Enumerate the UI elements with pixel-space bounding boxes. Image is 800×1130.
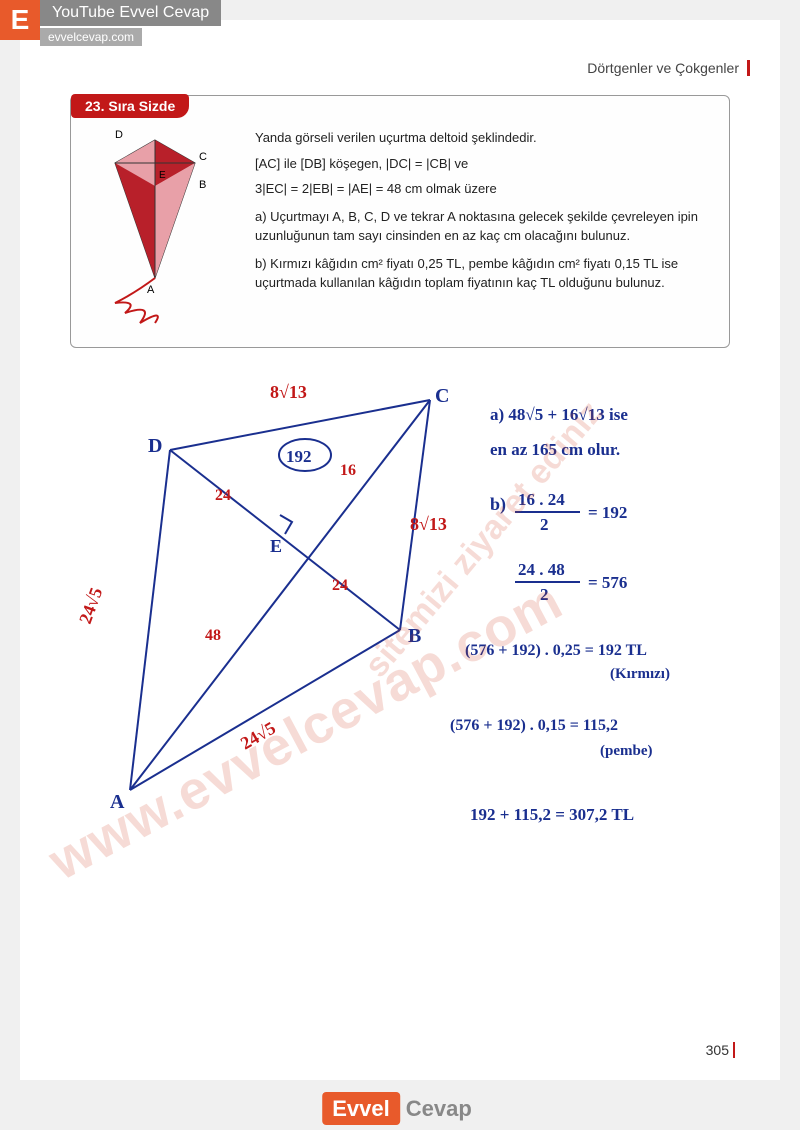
svg-text:(576 + 192) . 0,15 = 115,2: (576 + 192) . 0,15 = 115,2 (450, 717, 618, 734)
svg-text:= 576: = 576 (588, 573, 627, 592)
svg-text:192 + 115,2 = 307,2 TL: 192 + 115,2 = 307,2 TL (470, 805, 634, 824)
handwritten-solution: A B C D E 8√13 8√13 24√5 24√5 24 16 24 4… (70, 380, 750, 900)
svg-text:a) 48√5 + 16√13 ise: a) 48√5 + 16√13 ise (490, 405, 628, 424)
svg-text:b): b) (490, 494, 506, 515)
svg-text:2: 2 (540, 515, 549, 534)
solution-part-a: a) 48√5 + 16√13 ise en az 165 cm olur. (490, 405, 628, 459)
svg-text:16: 16 (340, 462, 356, 479)
svg-text:8√13: 8√13 (410, 514, 447, 534)
svg-text:(Kırmızı): (Kırmızı) (610, 666, 670, 682)
svg-text:D: D (148, 435, 162, 457)
svg-text:B: B (408, 625, 421, 647)
svg-text:C: C (435, 385, 449, 407)
question-given1: [AC] ile [DB] köşegen, |DC| = |CB| ve (255, 154, 715, 174)
svg-text:E: E (159, 170, 166, 181)
question-part-a: a) Uçurtmayı A, B, C, D ve tekrar A nokt… (255, 207, 715, 246)
edge-length-labels: 8√13 8√13 24√5 24√5 24 16 24 48 192 (75, 382, 447, 753)
youtube-banner: YouTube Evvel Cevap (40, 0, 221, 26)
svg-text:24√5: 24√5 (75, 585, 106, 627)
svg-text:= 192: = 192 (588, 503, 627, 522)
kite-illustration: D C B A E (85, 128, 255, 333)
footer-logo-evvel: Evvel (322, 1092, 400, 1125)
corner-badge: E (0, 0, 40, 40)
question-part-b: b) Kırmızı kâğıdın cm² fiyatı 0,25 TL, p… (255, 254, 715, 293)
question-intro: Yanda görseli verilen uçurtma deltoid şe… (255, 128, 715, 148)
svg-text:(576 + 192) . 0,25 = 192 TL: (576 + 192) . 0,25 = 192 TL (465, 642, 647, 659)
svg-text:48: 48 (205, 627, 221, 644)
svg-text:A: A (147, 284, 155, 296)
svg-text:8√13: 8√13 (270, 382, 307, 402)
svg-text:(pembe): (pembe) (600, 743, 653, 759)
svg-text:A: A (110, 791, 125, 813)
footer-logo: EvvelCevap (322, 1096, 478, 1122)
svg-text:2: 2 (540, 585, 549, 604)
solution-part-b: b) 16 . 24 2 = 192 24 . 48 2 = 576 (576 … (450, 490, 670, 824)
textbook-page: Dörtgenler ve Çokgenler 23. Sıra Sizde D… (20, 20, 780, 1080)
svg-text:16 . 24: 16 . 24 (518, 490, 565, 509)
question-box: 23. Sıra Sizde D C B A E (70, 95, 730, 348)
svg-text:24: 24 (215, 487, 231, 504)
footer-logo-cevap: Cevap (400, 1092, 478, 1125)
question-given2: 3|EC| = 2|EB| = |AE| = 48 cm olmak üzere (255, 179, 715, 199)
svg-text:192: 192 (286, 447, 312, 466)
chapter-title: Dörtgenler ve Çokgenler (587, 60, 750, 76)
svg-text:24 . 48: 24 . 48 (518, 560, 565, 579)
svg-text:B: B (199, 179, 206, 191)
page-number: 305 (706, 1042, 735, 1058)
svg-text:D: D (115, 129, 123, 141)
site-banner: evvelcevap.com (40, 28, 142, 46)
svg-text:24: 24 (332, 577, 348, 594)
svg-text:C: C (199, 151, 207, 163)
question-text: Yanda görseli verilen uçurtma deltoid şe… (255, 128, 715, 333)
svg-text:en az 165 cm olur.: en az 165 cm olur. (490, 440, 620, 459)
svg-text:E: E (270, 536, 282, 556)
question-number-header: 23. Sıra Sizde (71, 94, 189, 118)
